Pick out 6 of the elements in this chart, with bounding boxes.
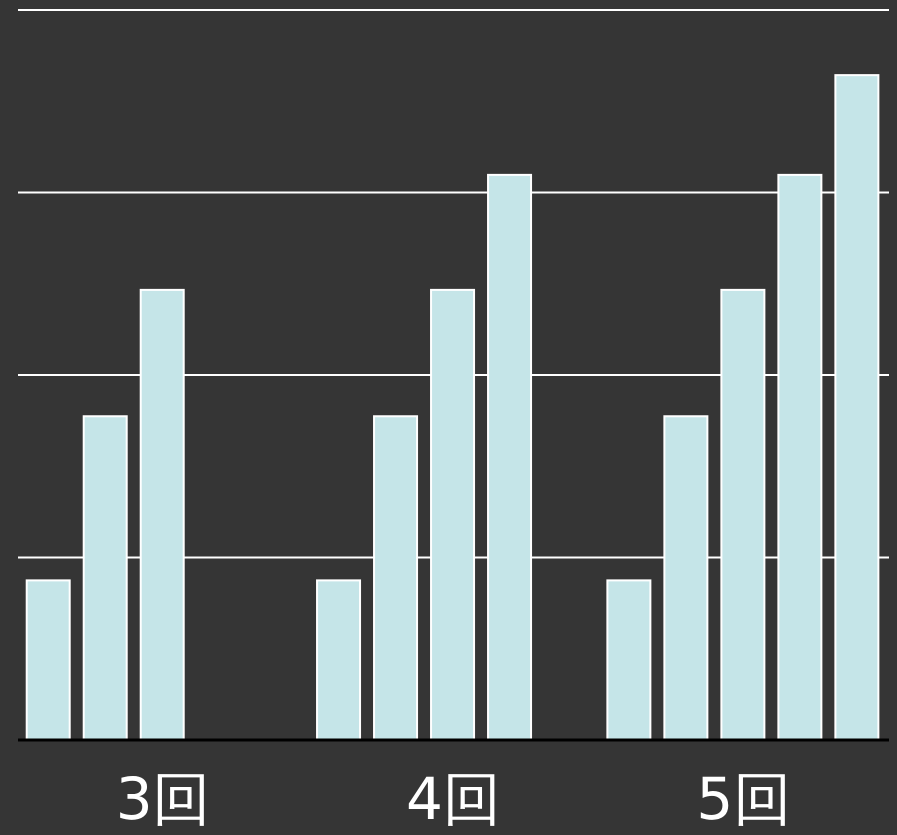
- x-tick-label: 4回: [406, 765, 501, 834]
- x-tick-label: 3回: [116, 765, 211, 834]
- x-tick-label: 5回: [696, 765, 792, 834]
- bar: [316, 579, 362, 740]
- bar: [26, 579, 71, 740]
- bar: [606, 579, 652, 740]
